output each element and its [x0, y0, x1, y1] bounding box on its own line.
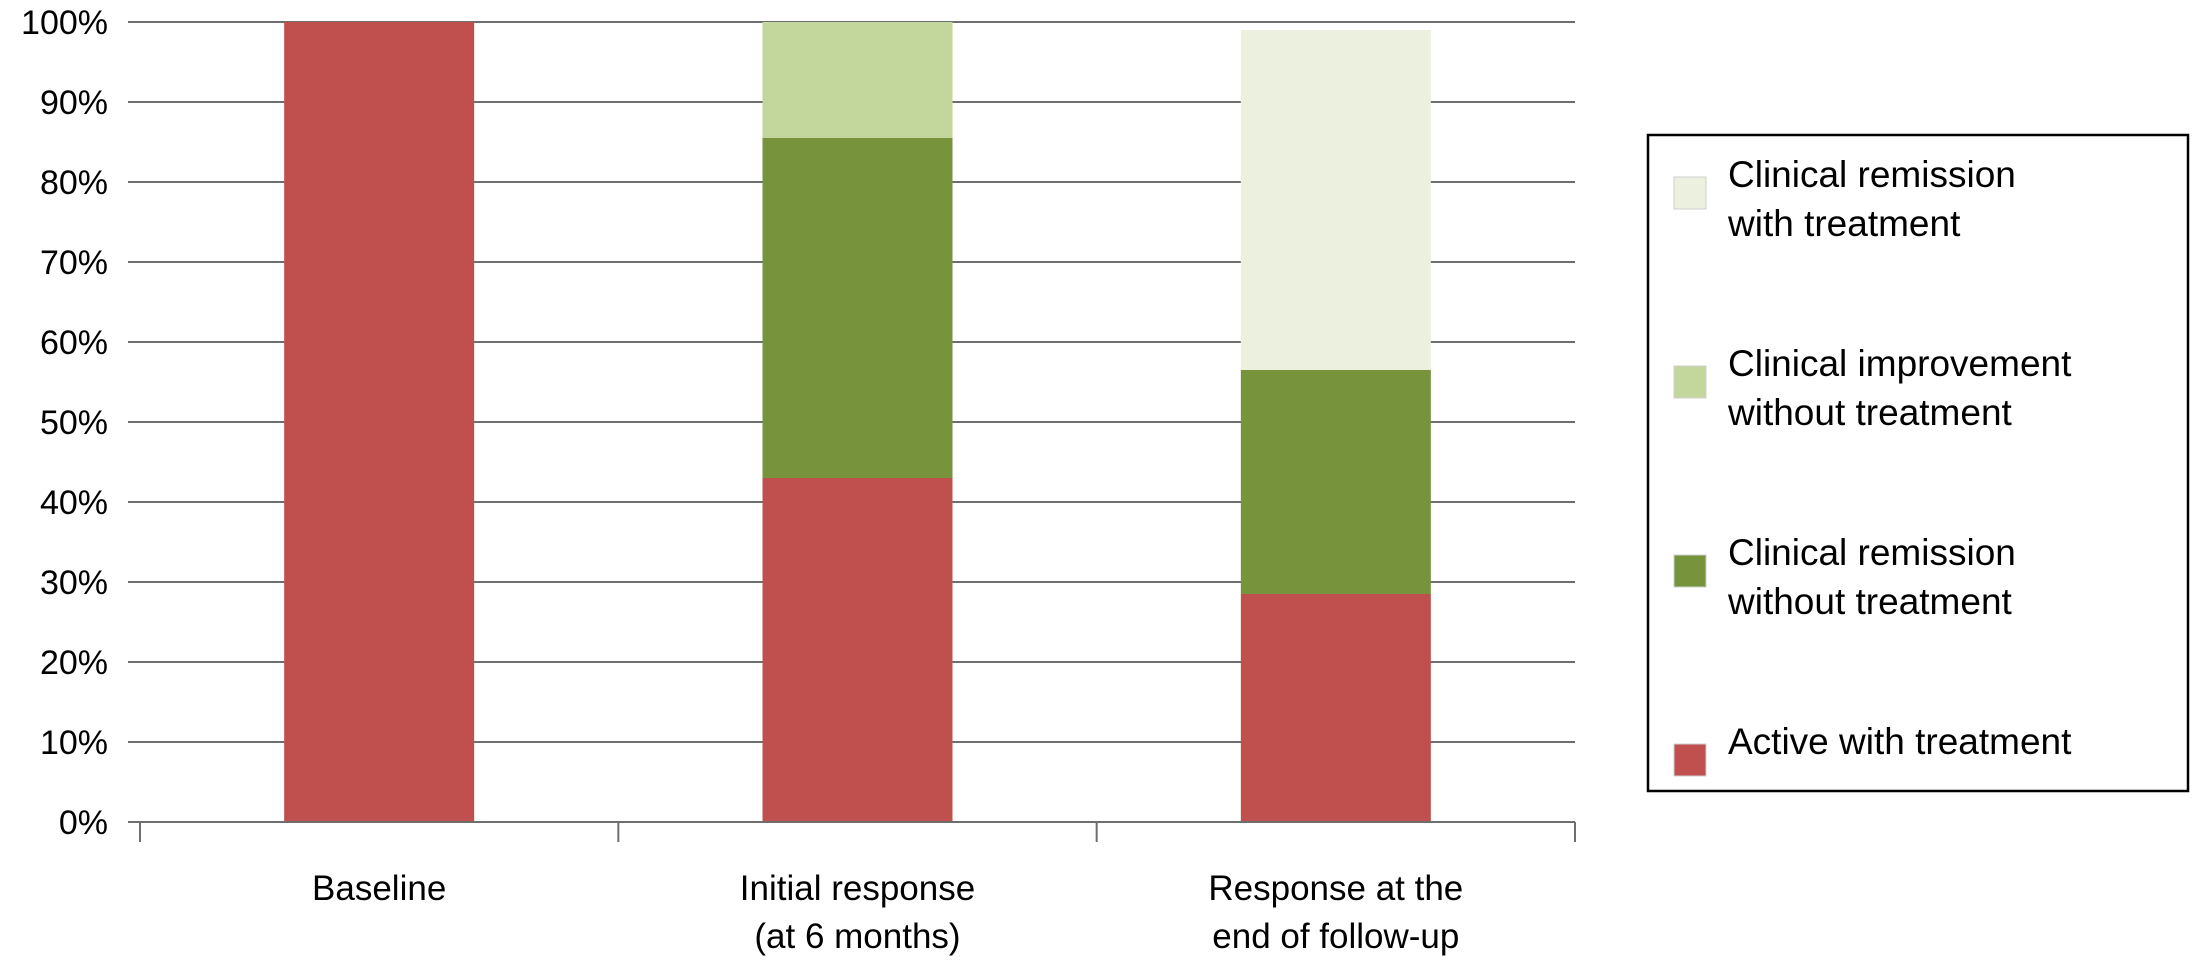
- legend: Clinical remission with treatment Clinical…: [1646, 133, 2190, 793]
- y-tick-label: 70%: [40, 244, 108, 282]
- y-tick-label: 30%: [40, 564, 108, 602]
- y-axis-tick-labels: 0% 10% 20% 30% 40% 50% 60% 70% 80% 90% 100%: [21, 4, 108, 842]
- legend-swatch: [1673, 554, 1707, 588]
- x-axis: [139, 821, 1576, 842]
- legend-label: Active with treatment: [1728, 721, 2072, 762]
- x-category-label: Response at the end of follow-up: [1208, 869, 1463, 956]
- bar-segment: [1240, 30, 1431, 370]
- bar-segment: [1240, 370, 1431, 594]
- bars: [284, 22, 1431, 822]
- y-tick-label: 10%: [40, 724, 108, 762]
- bar-segment: [284, 22, 475, 822]
- y-tick-label: 60%: [40, 324, 108, 362]
- bar-segment: [1240, 594, 1431, 822]
- y-tick-label: 80%: [40, 164, 108, 202]
- legend-label: Clinical remission with treatment: [1727, 154, 2016, 244]
- y-tick-label: 50%: [40, 404, 108, 442]
- y-tick-label: 0%: [59, 804, 108, 842]
- legend-swatch: [1673, 743, 1707, 777]
- bar-segment: [762, 138, 953, 478]
- y-tick-label: 100%: [21, 4, 108, 42]
- bar-segment: [762, 478, 953, 822]
- bar-segment: [762, 22, 953, 138]
- legend-swatch: [1673, 365, 1707, 399]
- x-axis-category-labels: Baseline Initial response (at 6 months) Res…: [312, 869, 1463, 956]
- legend-label: Clinical remission without treatment: [1727, 532, 2016, 622]
- legend-label: Clinical improvement without treatment: [1727, 343, 2072, 433]
- y-tick-label: 90%: [40, 84, 108, 122]
- x-category-label: Baseline: [312, 869, 446, 908]
- legend-box: [1646, 133, 2190, 793]
- y-tick-label: 40%: [40, 484, 108, 522]
- legend-swatch: [1673, 176, 1707, 210]
- y-tick-label: 20%: [40, 644, 108, 682]
- x-category-label: Initial response (at 6 months): [740, 869, 975, 956]
